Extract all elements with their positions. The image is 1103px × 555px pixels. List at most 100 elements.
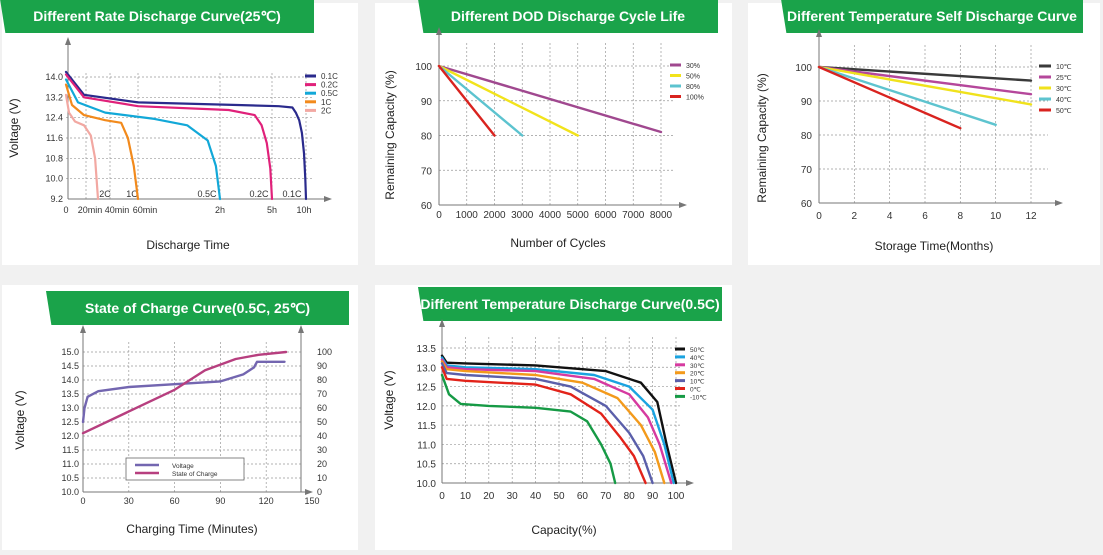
x-tick-label: 70 — [600, 491, 612, 502]
legend-label: 30% — [686, 63, 700, 70]
x-axis-arrow — [324, 196, 332, 202]
panel-state-of-charge: State of Charge Curve(0.5C, 25℃) 15.0 14.… — [2, 285, 358, 550]
state-of-charge-chart: 15.0 14.5 14.0 13.5 13.0 12.5 12.0 11.5 11.0 10.5… — [13, 325, 332, 536]
y-tick-label: 10.0 — [417, 479, 437, 490]
series-line-40℃ — [817, 65, 997, 126]
series-line-0℃ — [440, 366, 647, 485]
y-tick-label: 10.0 — [61, 487, 79, 497]
x-tick-label: 10h — [296, 205, 311, 215]
legend-label: 0℃ — [690, 387, 702, 394]
series-line-10℃ — [440, 362, 654, 485]
x-tick-label: 0 — [80, 496, 85, 506]
y-axis-title: Voltage (V) — [7, 98, 21, 157]
y-tick-label: 13.2 — [45, 92, 63, 102]
y-axis-title: Voltage (V) — [382, 370, 396, 429]
y-tick-label: 80 — [421, 132, 433, 143]
y-tick-label: 12.0 — [417, 402, 437, 413]
x-tick-label: 40 — [530, 491, 542, 502]
curve-rate-label: 0.1C — [282, 189, 302, 199]
rate-discharge-chart: 14.0 13.2 12.4 11.6 10.8 10.0 9.20 20min 40min 60… — [7, 37, 338, 252]
x-tick-label: 80 — [624, 491, 636, 502]
series-line-2C — [64, 93, 100, 201]
y-tick-label: 100 — [795, 63, 812, 74]
legend-label: Voltage — [172, 463, 194, 470]
y-tick-label: 13.0 — [61, 403, 79, 413]
series-line-100% — [437, 64, 496, 137]
y2-tick-label: 40 — [317, 431, 327, 441]
legend-label: 25℃ — [1056, 75, 1072, 82]
chart-title: Different Temperature Self Discharge Cur… — [787, 8, 1077, 24]
series-line-30℃ — [440, 358, 673, 485]
x-tick-label: 10 — [460, 491, 472, 502]
y-tick-label: 10.5 — [417, 460, 437, 471]
x-axis-arrow — [305, 489, 313, 495]
x-tick-label: 90 — [647, 491, 659, 502]
y-tick-label: 11.6 — [46, 133, 63, 143]
x-tick-label: 30 — [507, 491, 519, 502]
x-tick-label: 7000 — [622, 210, 645, 221]
x-tick-label: 5000 — [567, 210, 590, 221]
chart-title-banner: Different DOD Discharge Cycle Life Curve… — [418, 0, 718, 33]
y-tick-label: 12.5 — [61, 417, 79, 427]
y-tick-label: 80 — [801, 131, 813, 142]
series-line-30℃ — [817, 65, 1033, 106]
chart-title: Different Rate Discharge Curve(25℃) — [33, 8, 281, 24]
chart-title-banner: Different Rate Discharge Curve(25℃) — [0, 0, 314, 33]
series-line-25℃ — [817, 65, 1033, 96]
y2-tick-label: 0 — [317, 487, 322, 497]
x-tick-label: 0 — [439, 491, 445, 502]
x-tick-label: 3000 — [511, 210, 534, 221]
x-tick-label: 2 — [852, 211, 858, 222]
y-axis-arrow — [439, 319, 445, 327]
x-tick-label: 40min — [105, 205, 130, 215]
x-tick-label: 4 — [887, 211, 893, 222]
series-line-50℃ — [440, 354, 678, 485]
legend-label: 1C — [321, 98, 331, 107]
legend-label: 0.1C — [321, 72, 338, 81]
y-tick-label: 14.0 — [61, 375, 79, 385]
series-line-0.5C — [64, 78, 222, 201]
y2-tick-label: 20 — [317, 459, 327, 469]
x-tick-label: 150 — [304, 496, 319, 506]
series-line-50% — [437, 64, 579, 137]
curve-rate-label: 1C — [126, 189, 138, 199]
series-line-20℃ — [440, 360, 666, 485]
x-axis-title: Number of Cycles — [510, 236, 605, 250]
y-axis-title: Remaining Capacity (%) — [755, 73, 769, 202]
chart-title: State of Charge Curve(0.5C, 25℃) — [84, 300, 310, 316]
x-tick-label: 60min — [133, 205, 158, 215]
legend-label: 50℃ — [1056, 108, 1072, 115]
y2-tick-label: 100 — [317, 347, 332, 357]
y2-tick-label: 10 — [317, 473, 327, 483]
y2-tick-label: 90 — [317, 361, 327, 371]
x-tick-label: 0 — [63, 205, 68, 215]
y-tick-label: 70 — [421, 166, 433, 177]
x-tick-label: 8000 — [650, 210, 673, 221]
x-tick-label: 4000 — [539, 210, 562, 221]
self-discharge-chart: 100 90 80 70 600 2 4 6 8 10 12 10℃ 25℃ 30℃ 40℃ 50℃ Stora… — [755, 29, 1072, 253]
x-tick-label: 20min — [78, 205, 103, 215]
y-axis-title: Remaining Capacity (%) — [383, 70, 397, 199]
x-tick-label: 100 — [668, 491, 685, 502]
x-tick-label: 20 — [483, 491, 495, 502]
x-axis-arrow — [686, 480, 694, 486]
legend-label: 2C — [321, 106, 331, 115]
legend-label: 0.5C — [321, 89, 338, 98]
temperature-discharge-chart: 13.5 13.0 12.5 12.0 11.5 11.0 10.5 10.00 10 20 30 4… — [382, 319, 707, 537]
legend-label: 40℃ — [690, 355, 705, 362]
y-tick-label: 13.0 — [417, 363, 437, 374]
y-axis-arrow — [816, 29, 822, 37]
legend-label: 80% — [686, 84, 700, 91]
legend-label: 50% — [686, 74, 700, 81]
panel-self-discharge: Different Temperature Self Discharge Cur… — [748, 0, 1100, 265]
y2-tick-label: 50 — [317, 417, 327, 427]
legend-label: 30℃ — [690, 363, 705, 370]
x-tick-label: 2000 — [483, 210, 506, 221]
x-tick-label: 1000 — [456, 210, 479, 221]
y2-tick-label: 70 — [317, 389, 327, 399]
y2-tick-label: 60 — [317, 403, 327, 413]
x-tick-label: 90 — [215, 496, 225, 506]
curve-rate-label: 0.2C — [249, 189, 269, 199]
chart-title: Different DOD Discharge Cycle Life Curve… — [450, 8, 686, 58]
legend-label: 30℃ — [1056, 86, 1072, 93]
